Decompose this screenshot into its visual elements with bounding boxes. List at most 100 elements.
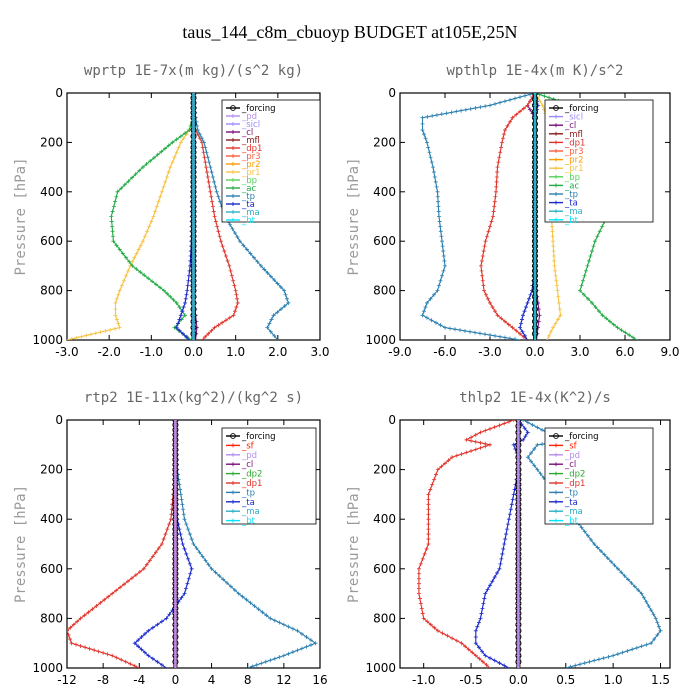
series-marker [159,542,164,546]
series-marker [506,322,511,327]
series-marker [208,189,213,194]
series-marker [463,644,468,649]
series-marker [502,421,507,426]
series-marker [516,527,521,532]
x-tick-label: 4 [208,673,216,687]
series-marker [227,315,232,320]
series-marker [426,502,431,507]
series-marker [123,659,128,664]
series-marker [615,652,620,657]
legend-label-bp: _bp [241,176,257,186]
series-marker [533,249,537,254]
series-marker [464,437,469,442]
legend-label-sicl: _sicl [241,120,260,130]
series-marker [79,334,84,339]
series-marker [98,600,103,605]
legend-label-dp1: _dp1 [564,138,585,148]
series-marker [173,437,178,442]
series-marker [191,307,196,312]
series-marker [184,292,189,297]
series-marker [114,296,119,301]
series-marker [525,300,530,305]
series-marker [438,278,443,283]
series-marker [425,300,429,305]
series-marker [533,199,537,204]
series-marker [579,283,584,288]
series-marker [173,566,178,571]
series-marker [496,160,501,165]
series-marker [533,179,537,184]
series-marker [498,334,502,339]
series-marker [533,97,537,102]
series-group [67,420,318,668]
legend-label-dp1: _dp1 [564,479,585,489]
series-marker [533,174,537,179]
legend-marker-bt [554,518,558,523]
series-marker [503,335,507,340]
x-tick-label: 0.0 [525,345,544,359]
series-marker [473,628,478,633]
series-marker [423,136,428,141]
series-marker [101,650,106,655]
series-marker [133,172,138,177]
series-marker [122,582,127,587]
series-marker [216,323,221,328]
legend-label-pr2: _pr2 [564,156,584,166]
series-marker [422,132,426,137]
series-marker [173,482,178,487]
series-marker [435,288,440,293]
series-marker [556,317,560,322]
legend-label-dp2: _dp2 [564,470,585,480]
series-marker [225,258,230,263]
series-marker [111,204,116,209]
panel-2: wpthlp 1E-4x(m K)/s^2 Pressure [hPa] -9.0 -… [346,63,680,359]
legend-marker-dp1 [231,481,235,485]
series-marker [591,244,596,249]
series-marker [136,247,141,252]
series-marker [212,325,217,330]
series-marker [516,437,521,442]
series-marker [163,532,168,537]
series-marker [658,628,663,633]
legend-marker-cl [231,462,235,467]
series-marker [142,650,147,655]
series-marker [550,229,555,234]
legend-marker-sicl [554,114,558,119]
series-marker [255,259,260,264]
series-marker [516,482,521,487]
legend-label-cl: _cl [564,460,576,470]
series-marker [549,329,553,334]
series-marker [420,128,425,133]
series-marker [478,331,482,336]
legend-box [544,99,654,223]
series-marker [611,653,616,658]
series-marker [595,545,600,550]
series-marker [313,641,318,646]
series-marker [516,477,521,482]
legend-box [221,427,317,525]
series-marker [499,316,504,321]
series-marker [438,229,443,234]
panel-1: wprtp 1E-7x(m kg)/(s^2 kg) Pressure [hPa]… [13,63,330,359]
series-marker [275,281,280,286]
y-tick-label: 0 [55,86,63,100]
series-marker [165,527,170,532]
series-marker [478,616,483,621]
series-marker [527,296,531,301]
series-marker [436,204,441,209]
legend-marker-bp [231,178,235,182]
series-marker [533,239,537,244]
series-marker [533,150,537,155]
series-marker [173,517,178,522]
series-marker [533,134,537,139]
series-marker [286,624,291,629]
series-marker [423,305,428,310]
series-marker [235,235,240,240]
series-marker [154,204,159,209]
series-marker [168,517,173,522]
series-marker [240,594,245,599]
series-marker [181,305,186,310]
series-marker [170,160,175,165]
legend-label-pr1: _pr1 [241,168,261,178]
series-marker [436,199,441,204]
